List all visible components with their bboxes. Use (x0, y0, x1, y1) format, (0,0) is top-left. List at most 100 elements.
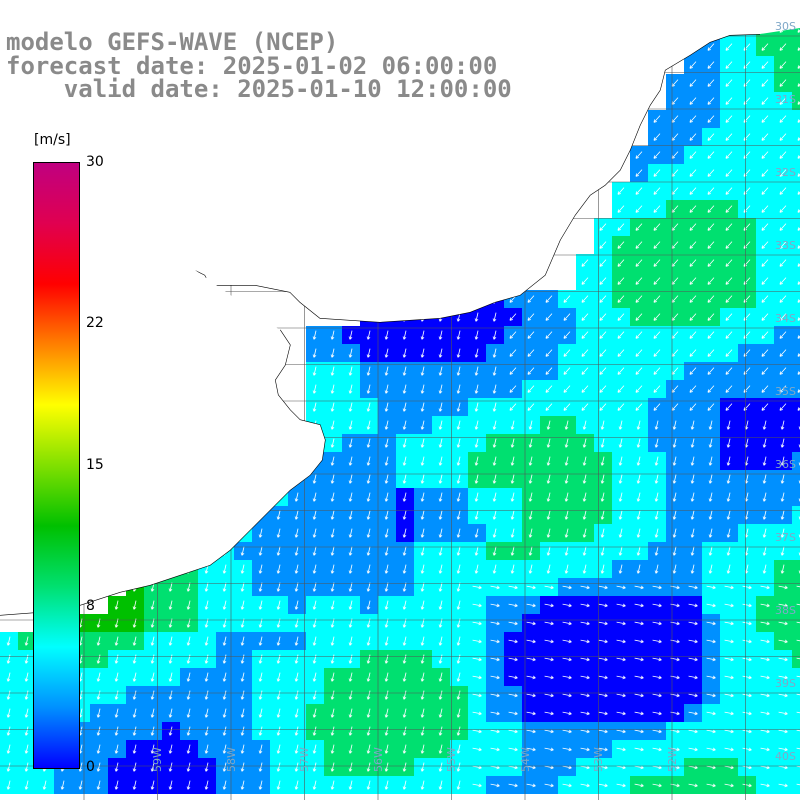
wind-arrow-head (420, 768, 425, 772)
wind-cell (792, 380, 800, 398)
wind-arrow (97, 744, 101, 754)
wind-arrow (742, 747, 752, 751)
wind-arrow-head (492, 426, 497, 430)
wind-arrow (79, 654, 83, 664)
wind-arrow (598, 585, 608, 589)
wind-arrow-head (748, 657, 752, 662)
wind-arrow (781, 438, 785, 448)
wind-arrow-head (456, 534, 461, 538)
wind-arrow-head (492, 570, 497, 574)
wind-arrow-head (366, 678, 371, 682)
wind-arrow (725, 403, 733, 411)
wind-arrow (725, 223, 733, 231)
colorbar-tick: 15 (86, 456, 104, 473)
wind-arrow (619, 492, 623, 502)
wind-arrow-head (478, 621, 482, 626)
wind-arrow (598, 675, 608, 679)
wind-arrow-head (622, 603, 626, 608)
wind-arrow (367, 780, 371, 790)
wind-arrow (544, 621, 554, 625)
wind-arrow-head (330, 732, 335, 736)
wind-arrow (169, 636, 173, 646)
wind-arrow (761, 349, 769, 357)
wind-arrow-head (689, 227, 693, 231)
wind-arrow (367, 762, 371, 772)
wind-arrow-head (420, 642, 425, 646)
wind-arrow (223, 780, 227, 790)
wind-arrow-head (312, 534, 317, 538)
wind-arrow-head (564, 498, 569, 502)
wind-arrow-head (348, 768, 353, 772)
wind-arrow-head (402, 372, 407, 376)
wind-arrow (743, 349, 751, 357)
wind-arrow (760, 585, 770, 589)
wind-arrow (742, 621, 752, 625)
wind-arrow-head (240, 696, 245, 700)
wind-arrow-head (456, 354, 461, 358)
wind-arrow-head (384, 678, 389, 682)
wind-arrow (187, 582, 191, 592)
latitude-label: 37S (775, 531, 796, 544)
wind-arrow (544, 639, 554, 643)
wind-arrow-head (761, 155, 765, 159)
wind-arrow-head (617, 299, 621, 303)
wind-arrow-head (528, 480, 533, 484)
wind-arrow (349, 456, 353, 466)
wind-arrow-head (276, 750, 281, 754)
wind-arrow-head (762, 498, 767, 502)
wind-arrow-head (690, 534, 695, 538)
wind-arrow-head (258, 714, 263, 718)
wind-arrow-head (366, 588, 371, 592)
wind-arrow (706, 711, 716, 715)
wind-arrow (796, 639, 800, 642)
wind-arrow-head (712, 621, 716, 626)
wind-arrow (742, 639, 752, 643)
wind-arrow (761, 313, 769, 321)
wind-arrow-head (599, 335, 603, 339)
wind-arrow-head (599, 317, 603, 321)
wind-arrow-head (725, 371, 729, 375)
wind-arrow (385, 384, 389, 394)
wind-arrow (671, 367, 679, 375)
wind-arrow-head (766, 783, 770, 788)
wind-arrow-head (402, 678, 407, 682)
wind-arrow (562, 711, 572, 715)
wind-arrow-head (766, 729, 770, 734)
wind-arrow (706, 621, 716, 625)
wind-arrow-head (564, 534, 569, 538)
wind-arrow-head (276, 516, 281, 520)
wind-arrow-head (550, 675, 554, 680)
wind-arrow-head (761, 389, 765, 393)
wind-arrow-head (474, 390, 479, 394)
wind-arrow-head (564, 444, 569, 448)
wind-arrow-head (600, 552, 605, 556)
wind-arrow (313, 402, 317, 412)
wind-arrow-head (707, 389, 711, 393)
wind-arrow-head (438, 462, 443, 466)
wind-arrow (709, 420, 713, 430)
wind-arrow (778, 711, 788, 715)
wind-arrow (457, 492, 461, 502)
wind-arrow (277, 708, 281, 718)
wind-arrow-head (784, 711, 788, 716)
wind-arrow-head (568, 729, 572, 734)
wind-arrow (457, 762, 461, 772)
wind-arrow-head (294, 570, 299, 574)
wind-arrow-head (420, 714, 425, 718)
wind-arrow (313, 654, 317, 664)
wind-arrow (97, 780, 101, 790)
wind-arrow (169, 654, 173, 664)
wind-arrow (565, 528, 569, 538)
wind-arrow-head (689, 65, 693, 69)
wind-arrow-head (748, 693, 752, 698)
wind-arrow (403, 546, 407, 556)
wind-arrow (599, 277, 607, 285)
wind-arrow-head (748, 585, 752, 590)
wind-arrow-head (581, 389, 585, 393)
wind-arrow (707, 115, 715, 123)
wind-arrow (797, 245, 800, 249)
wind-arrow (385, 348, 389, 358)
wind-arrow (151, 690, 155, 700)
wind-arrow-head (586, 747, 590, 752)
wind-arrow-head (545, 335, 549, 339)
